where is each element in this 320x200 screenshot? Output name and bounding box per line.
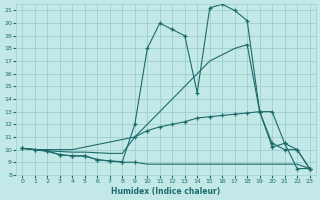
X-axis label: Humidex (Indice chaleur): Humidex (Indice chaleur) [111,187,221,196]
